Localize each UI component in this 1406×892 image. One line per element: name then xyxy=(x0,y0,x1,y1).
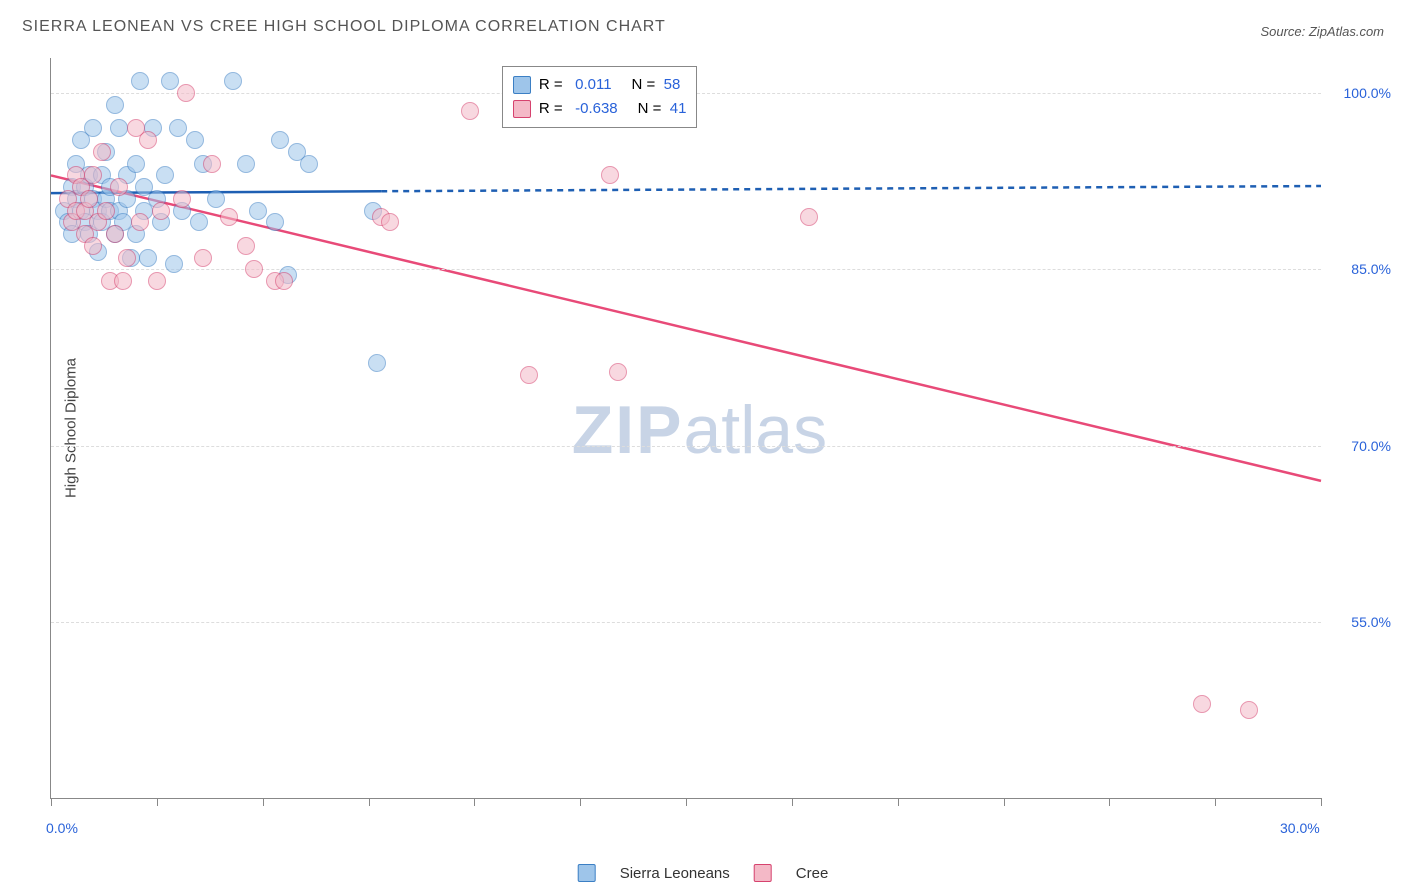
data-point xyxy=(207,190,225,208)
x-tick-mark xyxy=(1109,798,1110,806)
x-tick-mark xyxy=(369,798,370,806)
legend-bottom: Sierra Leoneans Cree xyxy=(578,864,829,882)
data-point xyxy=(381,213,399,231)
gridline xyxy=(51,446,1321,447)
data-point xyxy=(118,249,136,267)
x-tick-mark xyxy=(157,798,158,806)
x-tick-mark xyxy=(580,798,581,806)
legend-r-label: R = -0.638 xyxy=(539,97,618,121)
data-point xyxy=(1240,701,1258,719)
legend-n-label: N = 58 xyxy=(632,73,681,97)
y-tick-label: 70.0% xyxy=(1331,438,1391,454)
gridline xyxy=(51,622,1321,623)
data-point xyxy=(190,213,208,231)
data-point xyxy=(520,366,538,384)
data-point xyxy=(203,155,221,173)
x-tick-mark xyxy=(263,798,264,806)
data-point xyxy=(237,237,255,255)
legend-label-series2: Cree xyxy=(796,865,829,882)
y-tick-label: 55.0% xyxy=(1331,614,1391,630)
data-point xyxy=(84,119,102,137)
data-point xyxy=(84,166,102,184)
legend-n-label: N = 41 xyxy=(638,97,687,121)
legend-swatch xyxy=(513,76,531,94)
data-point xyxy=(271,131,289,149)
data-point xyxy=(266,213,284,231)
x-tick-mark xyxy=(686,798,687,806)
x-axis-max-label: 30.0% xyxy=(1280,820,1320,836)
legend-label-series1: Sierra Leoneans xyxy=(620,865,730,882)
x-tick-mark xyxy=(792,798,793,806)
data-point xyxy=(131,72,149,90)
data-point xyxy=(249,202,267,220)
legend-correlation-box: R = 0.011 N = 58 R = -0.638 N = 41 xyxy=(502,66,698,128)
source-label: Source: ZipAtlas.com xyxy=(1260,24,1384,39)
gridline xyxy=(51,269,1321,270)
legend-row: R = 0.011 N = 58 xyxy=(513,73,687,97)
trend-line xyxy=(51,175,1321,480)
data-point xyxy=(275,272,293,290)
data-point xyxy=(139,249,157,267)
x-tick-mark xyxy=(898,798,899,806)
legend-swatch-series2 xyxy=(754,864,772,882)
data-point xyxy=(80,190,98,208)
legend-swatch xyxy=(513,100,531,118)
data-point xyxy=(245,260,263,278)
data-point xyxy=(194,249,212,267)
data-point xyxy=(139,131,157,149)
x-tick-mark xyxy=(474,798,475,806)
y-tick-label: 100.0% xyxy=(1331,85,1391,101)
data-point xyxy=(110,119,128,137)
data-point xyxy=(173,190,191,208)
data-point xyxy=(800,208,818,226)
legend-row: R = -0.638 N = 41 xyxy=(513,97,687,121)
data-point xyxy=(609,363,627,381)
x-tick-mark xyxy=(1215,798,1216,806)
data-point xyxy=(97,202,115,220)
x-axis-min-label: 0.0% xyxy=(46,820,78,836)
x-tick-mark xyxy=(1321,798,1322,806)
data-point xyxy=(106,225,124,243)
data-point xyxy=(224,72,242,90)
scatter-plot-area: High School Diploma ZIPatlas 55.0%70.0%8… xyxy=(50,58,1321,799)
data-point xyxy=(84,237,102,255)
x-tick-mark xyxy=(51,798,52,806)
data-point xyxy=(148,272,166,290)
data-point xyxy=(93,143,111,161)
data-point xyxy=(1193,695,1211,713)
data-point xyxy=(114,272,132,290)
data-point xyxy=(300,155,318,173)
y-tick-label: 85.0% xyxy=(1331,261,1391,277)
legend-swatch-series1 xyxy=(578,864,596,882)
data-point xyxy=(169,119,187,137)
data-point xyxy=(127,155,145,173)
x-tick-mark xyxy=(1004,798,1005,806)
data-point xyxy=(220,208,238,226)
data-point xyxy=(177,84,195,102)
chart-title: SIERRA LEONEAN VS CREE HIGH SCHOOL DIPLO… xyxy=(22,18,666,36)
data-point xyxy=(110,178,128,196)
data-point xyxy=(131,213,149,231)
data-point xyxy=(156,166,174,184)
trend-line xyxy=(381,186,1321,191)
data-point xyxy=(461,102,479,120)
data-point xyxy=(161,72,179,90)
data-point xyxy=(237,155,255,173)
legend-r-label: R = 0.011 xyxy=(539,73,612,97)
data-point xyxy=(152,202,170,220)
data-point xyxy=(165,255,183,273)
data-point xyxy=(601,166,619,184)
data-point xyxy=(368,354,386,372)
data-point xyxy=(106,96,124,114)
data-point xyxy=(186,131,204,149)
